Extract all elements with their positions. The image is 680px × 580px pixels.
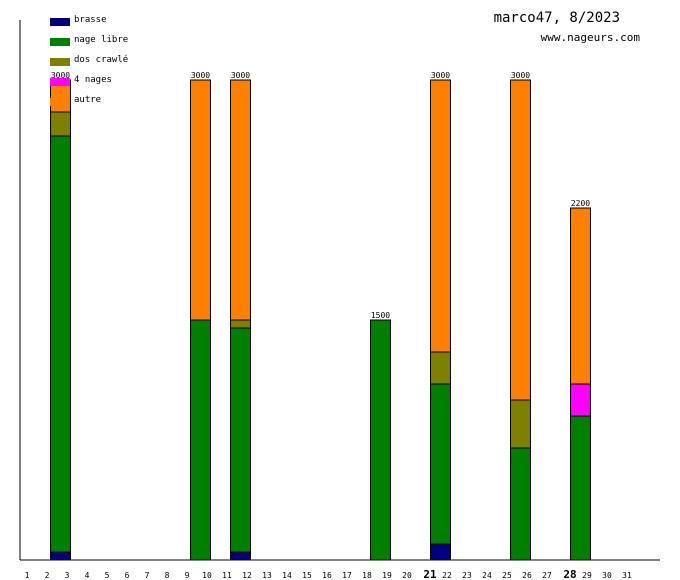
x-tick-label-16: 16 bbox=[322, 571, 332, 580]
bar-segment-day-2-brasse bbox=[50, 551, 71, 561]
bar-segment-day-25-dos-crawlé bbox=[510, 399, 531, 449]
x-tick-label-30: 30 bbox=[602, 571, 612, 580]
bar-segment-day-9-autre bbox=[190, 79, 211, 321]
chart-title: marco47, 8/2023 bbox=[493, 10, 620, 26]
bar-segment-day-28-4-nages bbox=[570, 383, 591, 417]
x-tick-label-14: 14 bbox=[282, 571, 292, 580]
total-label-day-28: 2200 bbox=[571, 199, 590, 208]
bar-segment-day-28-autre bbox=[570, 207, 591, 385]
bar-segment-day-21-dos-crawlé bbox=[430, 351, 451, 385]
x-tick-label-7: 7 bbox=[145, 571, 150, 580]
legend-swatch-nage-libre bbox=[50, 38, 70, 46]
x-tick-label-28: 28 bbox=[563, 568, 576, 580]
legend-swatch-4-nages bbox=[50, 78, 70, 86]
x-tick-label-3: 3 bbox=[65, 571, 70, 580]
x-tick-label-4: 4 bbox=[85, 571, 90, 580]
total-label-day-2: 3000 bbox=[51, 71, 70, 80]
bar-segment-day-9-nage-libre bbox=[190, 319, 211, 561]
x-tick-label-26: 26 bbox=[522, 571, 532, 580]
x-tick-label-21: 21 bbox=[423, 568, 437, 580]
total-labels-group: 3000 3000 3000 1500 3000 3000 2200 bbox=[51, 71, 590, 320]
x-tick-label-23: 23 bbox=[462, 571, 472, 580]
x-tick-label-20: 20 bbox=[402, 571, 412, 580]
total-label-day-9: 3000 bbox=[191, 71, 210, 80]
bar-segment-day-28-nage-libre bbox=[570, 415, 591, 561]
bar-segment-day-21-brasse bbox=[430, 543, 451, 561]
bar-segment-day-25-nage-libre bbox=[510, 447, 531, 561]
bars-group bbox=[50, 79, 591, 561]
legend-label-autre: autre bbox=[74, 95, 102, 105]
legend-label-brasse: brasse bbox=[74, 15, 107, 25]
total-label-day-21: 3000 bbox=[431, 71, 450, 80]
x-tick-label-25: 25 bbox=[502, 571, 512, 580]
x-tick-label-9: 9 bbox=[185, 571, 190, 580]
x-tick-label-2: 2 bbox=[45, 571, 50, 580]
x-tick-label-11: 11 bbox=[222, 571, 232, 580]
x-tick-label-1: 1 bbox=[25, 571, 30, 580]
bar-segment-day-11-dos-crawlé bbox=[230, 319, 251, 329]
legend-label-dos-crawle: dos crawlé bbox=[74, 55, 129, 65]
x-tick-label-5: 5 bbox=[105, 571, 110, 580]
total-label-day-11: 3000 bbox=[231, 71, 250, 80]
x-tick-label-6: 6 bbox=[125, 571, 130, 580]
chart-subtitle: www.nageurs.com bbox=[540, 31, 640, 44]
bar-segment-day-21-autre bbox=[430, 79, 451, 353]
legend-swatch-brasse bbox=[50, 18, 70, 26]
x-tick-label-10: 10 bbox=[202, 571, 212, 580]
bar-segment-day-11-nage-libre bbox=[230, 327, 251, 553]
legend-label-4-nages: 4 nages bbox=[74, 75, 112, 85]
x-tick-label-22: 22 bbox=[442, 571, 452, 580]
bar-segment-day-11-autre bbox=[230, 79, 251, 321]
bar-segment-day-21-nage-libre bbox=[430, 383, 451, 545]
x-tick-label-31: 31 bbox=[622, 571, 632, 580]
x-tick-label-29: 29 bbox=[582, 571, 592, 580]
x-tick-label-12: 12 bbox=[242, 571, 252, 580]
bar-segment-day-2-dos-crawlé bbox=[50, 111, 71, 137]
x-tick-label-13: 13 bbox=[262, 571, 272, 580]
bar-segment-day-25-autre bbox=[510, 79, 531, 401]
x-tick-label-18: 18 bbox=[362, 571, 372, 580]
legend-swatch-dos-crawle bbox=[50, 58, 70, 66]
bar-segment-day-11-brasse bbox=[230, 551, 251, 561]
legend-swatch-autre bbox=[50, 98, 70, 106]
x-tick-labels-group: 1 2 3 4 5 6 7 8 9 10 11 12 13 14 15 16 17 18 19 20 21 22 23 24 2… bbox=[25, 568, 632, 580]
x-tick-label-24: 24 bbox=[482, 571, 492, 580]
legend-label-nage-libre: nage libre bbox=[74, 35, 129, 45]
x-tick-label-15: 15 bbox=[302, 571, 312, 580]
total-label-day-18: 1500 bbox=[371, 311, 390, 320]
bar-segment-day-18-nage-libre bbox=[370, 319, 391, 561]
bar-segment-day-2-nage-libre bbox=[50, 135, 71, 553]
x-tick-label-17: 17 bbox=[342, 571, 352, 580]
total-label-day-25: 3000 bbox=[511, 71, 530, 80]
x-tick-label-8: 8 bbox=[165, 571, 170, 580]
x-tick-label-19: 19 bbox=[382, 571, 392, 580]
x-tick-label-27: 27 bbox=[542, 571, 552, 580]
